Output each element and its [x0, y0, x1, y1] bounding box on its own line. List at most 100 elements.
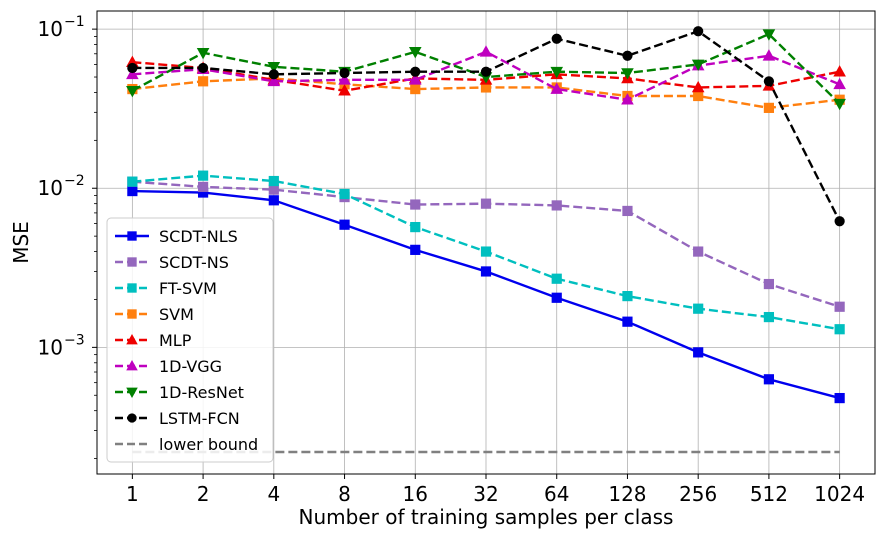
x-tick-label: 2 — [197, 482, 210, 506]
legend-item: SVM — [115, 305, 194, 324]
data-point-marker — [834, 216, 845, 227]
data-point-marker — [268, 175, 279, 187]
legend-item: 1D-VGG — [115, 357, 222, 376]
data-point-marker — [622, 205, 633, 217]
data-point-marker — [480, 246, 492, 257]
data-point-marker — [197, 187, 209, 198]
data-point-marker — [763, 278, 775, 290]
data-point-marker — [693, 90, 704, 102]
data-point-marker — [127, 413, 137, 423]
series-line — [132, 50, 841, 101]
data-point-marker — [621, 93, 634, 105]
data-point-marker — [691, 80, 705, 93]
data-point-marker — [480, 82, 492, 93]
data-point-marker — [622, 290, 633, 302]
data-point-marker — [127, 257, 137, 267]
data-point-marker — [197, 170, 209, 181]
x-axis-ticks: 1 2 4 8 16 32 64 128 256 512 1024 — [126, 474, 865, 506]
data-point-marker — [127, 62, 138, 74]
data-point-marker — [551, 273, 562, 284]
y-axis-title: MSE — [9, 221, 33, 264]
data-point-marker — [127, 231, 137, 241]
legend-item: FT-SVM — [115, 279, 217, 298]
data-point-marker — [693, 26, 704, 37]
data-point-marker — [268, 69, 279, 80]
data-point-marker — [268, 195, 279, 206]
x-tick-label: 64 — [544, 482, 569, 506]
legend-item: lower bound — [115, 435, 258, 454]
data-point-marker — [834, 392, 845, 404]
data-point-marker — [338, 84, 351, 96]
series-scdt-nls — [127, 185, 845, 404]
data-point-marker — [834, 324, 845, 335]
data-point-marker — [833, 77, 846, 90]
legend-label: MLP — [159, 331, 192, 350]
data-point-marker — [339, 219, 350, 230]
x-tick-label: 16 — [403, 482, 428, 506]
data-point-marker — [833, 98, 846, 111]
data-point-marker — [408, 47, 422, 59]
data-point-marker — [762, 49, 776, 61]
data-point-marker — [693, 303, 704, 314]
data-point-marker — [410, 221, 421, 233]
data-point-marker — [267, 61, 281, 74]
data-point-marker — [126, 387, 138, 399]
data-point-marker — [763, 374, 775, 385]
data-point-marker — [339, 67, 350, 79]
series-lines — [126, 26, 846, 454]
data-point-marker — [267, 74, 281, 87]
data-point-marker — [126, 333, 138, 345]
y-tick-base: 10 — [38, 335, 63, 359]
legend-item: 1D-ResNet — [115, 383, 244, 402]
legend: SCDT-NLS SCDT-NS FT-SVM SVM MLP 1D-VGG 1D-ResN… — [106, 217, 274, 463]
legend-item: MLP — [115, 331, 192, 350]
legend-label: FT-SVM — [159, 279, 217, 298]
data-point-marker — [197, 76, 209, 87]
data-point-marker — [691, 59, 705, 72]
data-point-marker — [551, 33, 562, 44]
data-point-marker — [338, 73, 351, 85]
y-tick-exponent: −1 — [64, 14, 85, 30]
data-point-marker — [550, 66, 564, 79]
data-point-marker — [480, 266, 492, 277]
data-point-marker — [126, 67, 139, 80]
data-point-marker — [622, 50, 633, 61]
legend-item: SCDT-NS — [115, 253, 229, 272]
legend-label: 1D-VGG — [159, 357, 222, 376]
data-point-marker — [762, 29, 776, 41]
data-point-marker — [268, 184, 279, 195]
x-tick-label: 8 — [338, 482, 351, 506]
legend-label: SCDT-NLS — [159, 227, 238, 246]
y-tick-exponent: −3 — [64, 332, 85, 348]
series-ft-svm — [127, 170, 845, 335]
legend-label: LSTM-FCN — [159, 409, 240, 428]
x-tick-label: 256 — [679, 482, 717, 506]
x-tick-label: 1 — [126, 482, 139, 506]
data-point-marker — [550, 82, 564, 94]
data-point-marker — [763, 76, 775, 87]
legend-item: SCDT-NLS — [115, 227, 238, 246]
data-point-marker — [693, 246, 704, 257]
data-point-marker — [480, 198, 492, 209]
x-tick-label: 32 — [473, 482, 498, 506]
data-point-marker — [621, 68, 634, 80]
data-point-marker — [763, 311, 775, 323]
data-point-marker — [339, 188, 350, 200]
data-point-marker — [551, 292, 562, 303]
data-point-marker — [127, 309, 137, 319]
legend-label: SVM — [159, 305, 194, 324]
data-point-marker — [126, 359, 138, 371]
data-point-marker — [197, 62, 209, 74]
legend-item: LSTM-FCN — [115, 409, 240, 428]
y-tick-exponent: −2 — [64, 173, 85, 189]
x-axis-title: Number of training samples per class — [299, 505, 674, 529]
legend-label: SCDT-NS — [159, 253, 229, 272]
data-point-marker — [196, 47, 210, 60]
data-point-marker — [479, 45, 493, 57]
legend-box — [106, 217, 274, 463]
y-tick-base: 10 — [38, 17, 63, 41]
data-point-marker — [197, 181, 209, 192]
data-point-marker — [763, 102, 775, 113]
data-point-marker — [127, 176, 138, 187]
